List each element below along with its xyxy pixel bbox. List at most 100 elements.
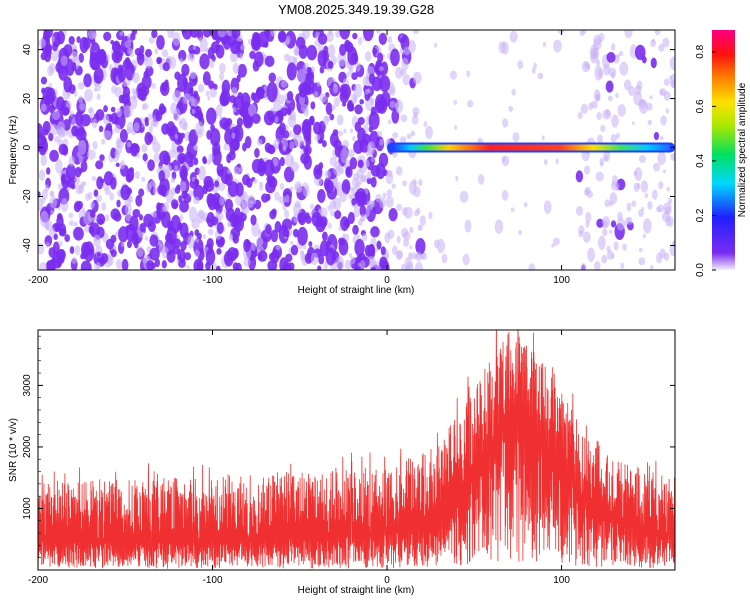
spectral-blob [380, 246, 386, 256]
spectral-blob [348, 253, 353, 258]
spectral-blob [509, 30, 518, 43]
spectral-blob [210, 216, 219, 226]
x-tick-label: 0 [384, 575, 390, 586]
spectral-blob [388, 208, 398, 222]
spectral-blob [359, 179, 363, 185]
spectral-blob [184, 252, 192, 261]
spectral-blob [323, 261, 329, 270]
spectral-blob [188, 206, 198, 223]
spectral-blob [533, 62, 537, 69]
spectral-blob [467, 99, 474, 108]
spectral-blob [233, 166, 241, 175]
spectral-blob [68, 35, 75, 45]
spectral-blob [129, 95, 138, 110]
spectral-blob [193, 196, 200, 205]
spectral-blob [321, 140, 327, 148]
spectral-blob [314, 134, 321, 142]
spectral-blob [225, 207, 236, 222]
spectral-blob [53, 233, 58, 240]
spectral-blob [210, 41, 221, 54]
spectral-blob [343, 128, 347, 134]
spectral-blob [304, 147, 309, 155]
spectral-blob [274, 116, 279, 123]
spectral-blob [389, 100, 396, 109]
spectral-blob [82, 37, 91, 50]
spectral-blob [395, 166, 403, 176]
spectral-blob [254, 147, 260, 158]
spectral-blob [297, 68, 307, 84]
spectral-blob [126, 141, 132, 148]
spectral-blob [387, 229, 395, 239]
spectral-blob [192, 45, 197, 51]
snr-series-line [38, 330, 675, 569]
x-tick-label: -200 [28, 275, 48, 286]
spectral-blob [149, 234, 159, 247]
spectral-blob [54, 136, 60, 143]
spectral-blob [265, 224, 272, 235]
spectral-blob [378, 152, 389, 168]
spectral-blob [278, 195, 287, 205]
spectral-blob [659, 135, 664, 141]
spectral-blob [575, 170, 584, 183]
spectral-blob [633, 182, 640, 193]
spectral-blob [243, 257, 251, 267]
spectral-blob [105, 122, 113, 133]
spectral-blob [202, 158, 207, 165]
spectral-blob [357, 127, 366, 144]
spectral-blob [203, 180, 215, 192]
spectral-blob [578, 230, 584, 238]
spectral-blob [410, 130, 416, 137]
spectral-blob [51, 35, 55, 43]
spectral-blob [189, 30, 200, 38]
spectral-blob [40, 76, 48, 85]
spectral-blob [594, 261, 601, 270]
spectral-blob [96, 93, 101, 101]
snr-frame [37, 329, 676, 571]
spectral-blob [242, 142, 247, 152]
spectral-blob [327, 222, 332, 229]
spectral-blob [174, 133, 179, 140]
spectral-blob [138, 188, 145, 197]
spectral-blob [418, 179, 423, 187]
spectral-blob [280, 79, 288, 88]
spectral-blob [664, 206, 672, 216]
spectral-blob [147, 113, 153, 121]
spectral-blob [531, 67, 536, 74]
spectral-blob [111, 41, 120, 53]
spectral-blob [60, 198, 69, 213]
spectral-blob [611, 114, 619, 128]
spectral-blob [593, 38, 602, 51]
spectral-blob [161, 49, 169, 58]
spectral-blob [50, 190, 55, 198]
spectral-blob [88, 225, 95, 234]
spectral-blob [653, 131, 660, 141]
spectral-blob [198, 165, 206, 181]
spectral-blob [658, 43, 665, 52]
spectral-blob [234, 207, 241, 216]
spectral-blob [173, 107, 181, 122]
spectral-blob [202, 30, 212, 38]
spectral-blob [87, 191, 93, 200]
spectral-blob [38, 169, 46, 181]
spectral-blob [116, 107, 123, 118]
spectral-blob [42, 128, 49, 136]
spectral-blob [79, 102, 86, 111]
spectral-blob [231, 86, 238, 97]
spectral-blob [217, 182, 226, 192]
spectral-blob [118, 226, 129, 243]
spectral-blob [211, 148, 222, 166]
spectral-blob [86, 149, 96, 160]
spectral-blob [216, 265, 221, 270]
spectral-blob [124, 40, 132, 49]
spectral-blob [215, 104, 223, 117]
spectral-blob [300, 249, 305, 255]
spectral-blob [376, 240, 382, 250]
spectrogram-x-ticks: -200 -100 0 100 [28, 30, 570, 286]
spectral-blob [248, 38, 253, 46]
spectral-blob [179, 214, 184, 222]
spectral-blob [166, 121, 176, 137]
spectral-blob [362, 30, 374, 42]
spectral-blob [82, 207, 86, 214]
spectral-blob [412, 71, 422, 85]
spectral-blob [60, 55, 68, 67]
